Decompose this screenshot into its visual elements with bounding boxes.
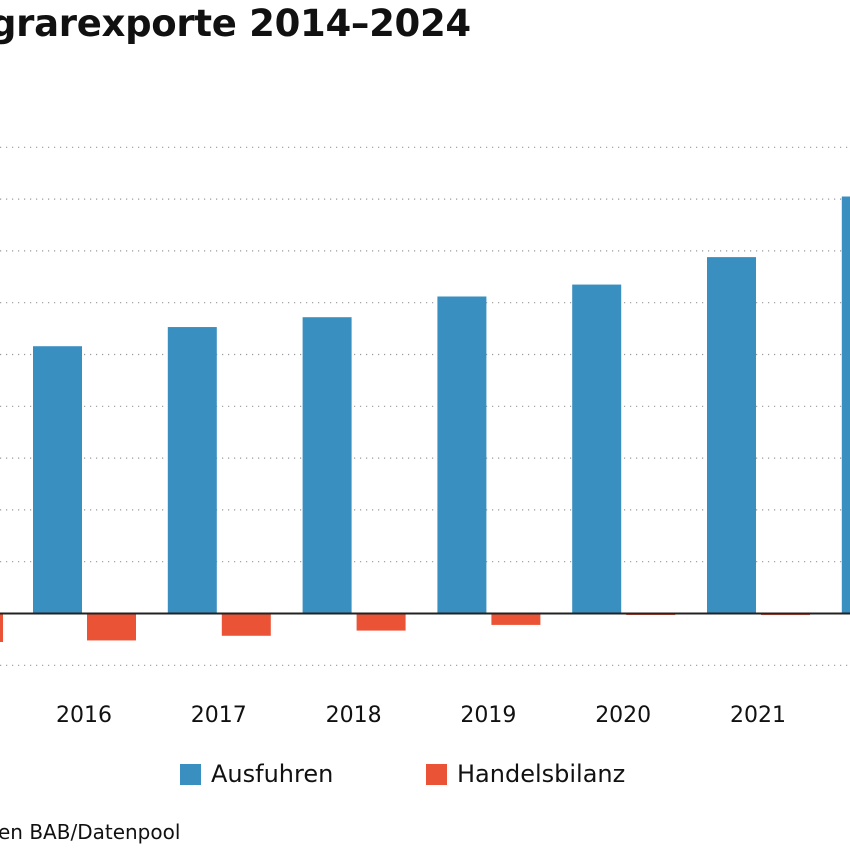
chart-legend: Ausfuhren Handelsbilanz bbox=[0, 760, 850, 790]
x-tick-label-2019: 2019 bbox=[460, 703, 516, 728]
source-note: en BAB/Datenpool bbox=[0, 820, 181, 844]
x-tick-label-2020: 2020 bbox=[595, 703, 651, 728]
chart-title: grarexporte 2014–2024 bbox=[0, 2, 471, 45]
bar-ausfuhren-2020 bbox=[572, 284, 622, 614]
bar-handelsbilanz-2019 bbox=[491, 613, 541, 625]
x-tick-label-2016: 2016 bbox=[56, 703, 112, 728]
bar-handelsbilanz-cropped bbox=[0, 613, 3, 642]
bar-ausfuhren-2017 bbox=[167, 327, 217, 614]
x-tick-label-2021: 2021 bbox=[730, 703, 786, 728]
bar-handelsbilanz-2017 bbox=[221, 613, 271, 636]
x-tick-label-2017: 2017 bbox=[191, 703, 247, 728]
legend-label-handelsbilanz: Handelsbilanz bbox=[457, 760, 626, 788]
bar-ausfuhren-2021 bbox=[707, 257, 756, 614]
legend-item-ausfuhren: Ausfuhren bbox=[180, 760, 333, 788]
bar-handelsbilanz-2018 bbox=[356, 613, 406, 631]
bar-ausfuhren-2018 bbox=[302, 317, 352, 614]
bar-ausfuhren-2019 bbox=[437, 296, 487, 614]
legend-swatch-ausfuhren bbox=[180, 763, 201, 785]
bar-ausfuhren-2022 bbox=[841, 196, 850, 614]
legend-item-handelsbilanz: Handelsbilanz bbox=[426, 760, 625, 788]
legend-swatch-handelsbilanz bbox=[426, 763, 447, 785]
x-tick-label-2018: 2018 bbox=[326, 703, 382, 728]
bar-handelsbilanz-2016 bbox=[87, 613, 136, 641]
bar-ausfuhren-2016 bbox=[33, 346, 82, 614]
legend-label-ausfuhren: Ausfuhren bbox=[211, 760, 334, 788]
